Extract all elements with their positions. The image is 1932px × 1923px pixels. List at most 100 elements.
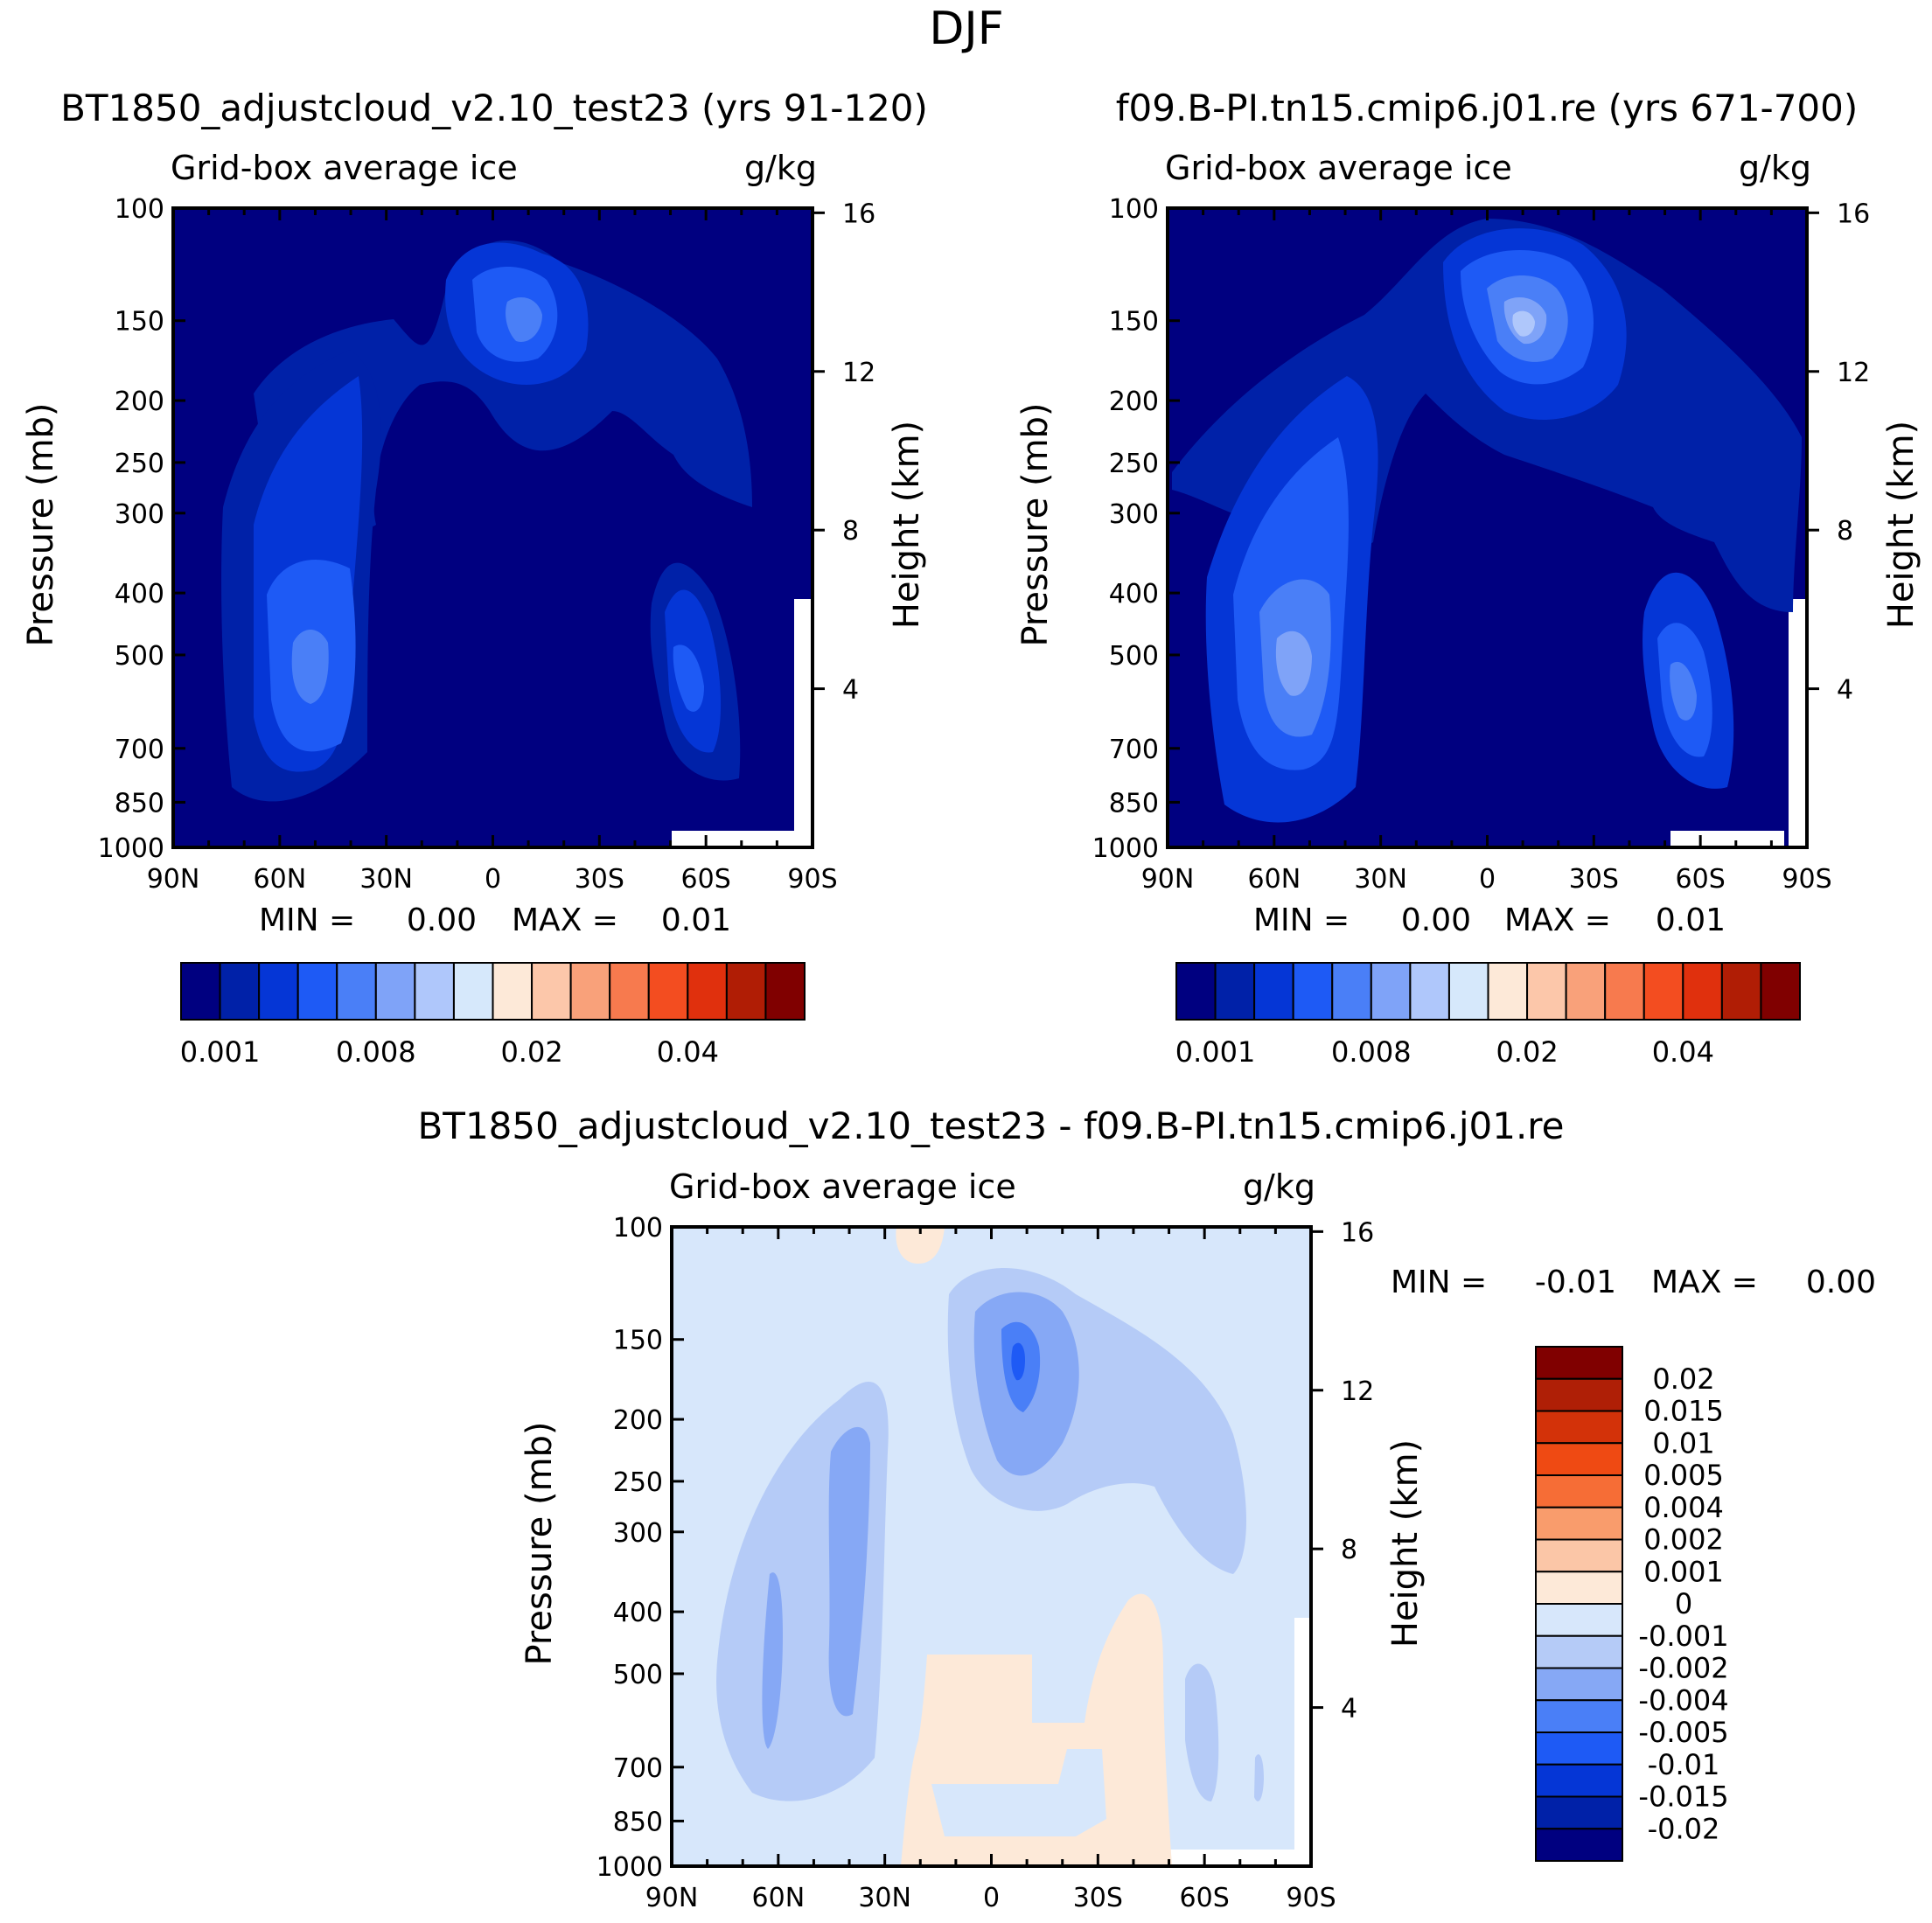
y-tick-label: 400 (613, 1598, 663, 1628)
colorbar-swatch (1535, 1763, 1623, 1798)
y-tick-label: 850 (613, 1807, 663, 1837)
colorbar: 0.020.0150.010.0050.0040.0020.0010-0.001… (1535, 1346, 1729, 1862)
missing-data-area (1168, 1850, 1294, 1866)
y2-tick-label: 4 (1837, 675, 1853, 706)
colorbar-swatch (180, 962, 221, 1021)
colorbar-swatch (219, 962, 261, 1021)
colorbar-swatch (1682, 962, 1723, 1021)
y-tick-label: 200 (1109, 387, 1159, 417)
y2-tick-label: 12 (1341, 1376, 1374, 1407)
x-tick-label: 60S (1676, 864, 1726, 895)
colorbar-swatch (1535, 1699, 1623, 1733)
max-label: MAX = (1504, 902, 1611, 938)
colorbar-label: 0.008 (1331, 1035, 1412, 1069)
colorbar-swatch (531, 962, 572, 1021)
y-tick-label: 500 (613, 1660, 663, 1690)
colorbar-swatch (1214, 962, 1256, 1021)
axes: 90N 60N 30N 0 30S 60S 90S 100 150 200 250 300 400 500… (1092, 194, 1871, 895)
colorbar: 0.001 0.008 0.02 0.04 (180, 962, 806, 1069)
y-tick-label: 150 (115, 307, 164, 338)
colorbar-label: 0.005 (1643, 1459, 1724, 1492)
colorbar-swatch (296, 962, 338, 1021)
colorbar-swatch (1720, 962, 1762, 1021)
x-tick-label: 60S (681, 864, 731, 895)
colorbar-swatch (336, 962, 377, 1021)
colorbar-swatch (1370, 962, 1412, 1021)
colorbar-swatch (764, 962, 806, 1021)
x-tick-label: 90N (645, 1883, 699, 1913)
y-tick-label: 700 (115, 735, 164, 765)
y2-tick-label: 4 (842, 675, 859, 706)
contour-field (672, 1227, 1311, 1866)
min-value: 0.00 (407, 902, 477, 938)
axes: 90N 60N 30N 0 30S 60S 90S 100 150 200 250 300 400 500… (596, 1213, 1375, 1913)
colorbar-swatch (1760, 962, 1801, 1021)
max-label: MAX = (1651, 1265, 1758, 1300)
y-tick-label: 250 (115, 449, 164, 479)
colorbar-swatch (258, 962, 299, 1021)
y-tick-label: 1000 (98, 833, 164, 864)
y-tick-label: 100 (1109, 194, 1159, 225)
y2-axis-label: Height (km) (1881, 421, 1922, 629)
contour-field (173, 208, 813, 847)
colorbar-label: 0.01 (1652, 1426, 1714, 1460)
colorbar-swatch (414, 962, 455, 1021)
panel-title: BT1850_adjustcloud_v2.10_test23 - f09.B-… (417, 1104, 1564, 1147)
colorbar-label: -0.002 (1638, 1652, 1728, 1685)
x-tick-label: 60N (752, 1883, 806, 1913)
y-tick-label: 300 (613, 1518, 663, 1549)
x-tick-label: 90N (1141, 864, 1195, 895)
max-value: 0.01 (661, 902, 731, 938)
colorbar-swatch (609, 962, 650, 1021)
y-tick-label: 400 (115, 579, 164, 610)
min-label: MIN = (1253, 902, 1350, 938)
panel-subtitle-left: Grid-box average ice (171, 149, 518, 187)
x-tick-label: 60N (1248, 864, 1301, 895)
colorbar-label: 0.02 (500, 1035, 562, 1069)
panel-title: BT1850_adjustcloud_v2.10_test23 (yrs 91-… (60, 87, 928, 129)
y-axis-label: Pressure (mb) (21, 402, 61, 646)
x-tick-label: 30S (1569, 864, 1619, 895)
y-tick-label: 250 (1109, 449, 1159, 479)
y-tick-label: 500 (115, 641, 164, 672)
y-tick-label: 100 (115, 194, 164, 225)
colorbar-label: 0.001 (1175, 1035, 1256, 1069)
missing-data-area (1294, 1618, 1311, 1866)
y2-tick-label: 4 (1341, 1694, 1357, 1724)
colorbar-swatch (1535, 1506, 1623, 1541)
colorbar-label: -0.005 (1638, 1716, 1728, 1749)
colorbar-label: -0.01 (1648, 1748, 1720, 1781)
y-axis-label: Pressure (mb) (1015, 402, 1056, 646)
min-value: -0.01 (1535, 1265, 1616, 1300)
colorbar-swatch (1565, 962, 1607, 1021)
min-label: MIN = (259, 902, 355, 938)
colorbar-swatch (1643, 962, 1684, 1021)
axes: 90N 60N 30N 0 30S 60S 90S 100 150 200 250 300 400 500… (98, 194, 876, 895)
colorbar-swatch (1292, 962, 1334, 1021)
y-tick-label: 500 (1109, 641, 1159, 672)
colorbar-label: 0.004 (1643, 1491, 1724, 1524)
x-tick-label: 30S (575, 864, 624, 895)
colorbar-label: 0.02 (1496, 1035, 1558, 1069)
x-tick-label: 0 (485, 864, 501, 895)
colorbar-swatch (1535, 1442, 1623, 1476)
colorbar-label: -0.001 (1638, 1620, 1728, 1653)
missing-data-area (1670, 831, 1784, 847)
min-label: MIN = (1391, 1265, 1487, 1300)
colorbar-label: 0.04 (1652, 1035, 1714, 1069)
x-tick-label: 30N (1354, 864, 1407, 895)
colorbar-swatch (1535, 1634, 1623, 1669)
colorbar-label: 0.04 (657, 1035, 719, 1069)
colorbar-label: 0.002 (1643, 1523, 1724, 1557)
x-tick-label: 90S (787, 864, 837, 895)
colorbar-swatch (1535, 1828, 1623, 1862)
x-tick-label: 90S (1782, 864, 1831, 895)
colorbar-swatch (647, 962, 689, 1021)
colorbar-swatch (1175, 962, 1217, 1021)
colorbar-label: 0.008 (336, 1035, 416, 1069)
colorbar-swatch (374, 962, 416, 1021)
y2-tick-label: 12 (1837, 358, 1870, 388)
y2-axis-label: Height (km) (887, 421, 927, 629)
colorbar-swatch (1604, 962, 1645, 1021)
